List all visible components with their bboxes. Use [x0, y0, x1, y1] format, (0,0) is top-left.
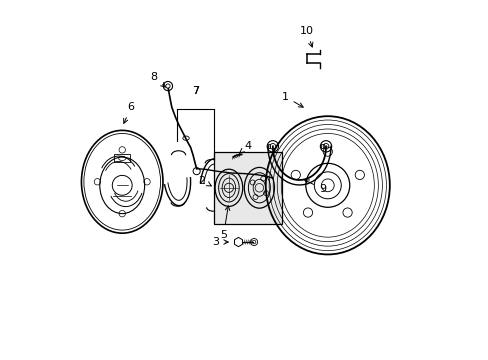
- Text: 7: 7: [192, 86, 199, 96]
- Bar: [320, 144, 323, 148]
- Text: 7: 7: [192, 86, 199, 104]
- Text: 3: 3: [212, 237, 228, 247]
- Text: 8: 8: [150, 72, 165, 87]
- Text: 2: 2: [198, 176, 211, 186]
- Text: 9: 9: [304, 180, 325, 194]
- Text: 10: 10: [299, 26, 313, 47]
- Text: 5: 5: [220, 206, 229, 240]
- Text: 1: 1: [281, 92, 303, 107]
- Text: 6: 6: [123, 102, 134, 123]
- Text: 4: 4: [239, 141, 251, 153]
- Bar: [214, 152, 281, 224]
- Bar: [114, 154, 130, 162]
- Bar: [267, 144, 270, 148]
